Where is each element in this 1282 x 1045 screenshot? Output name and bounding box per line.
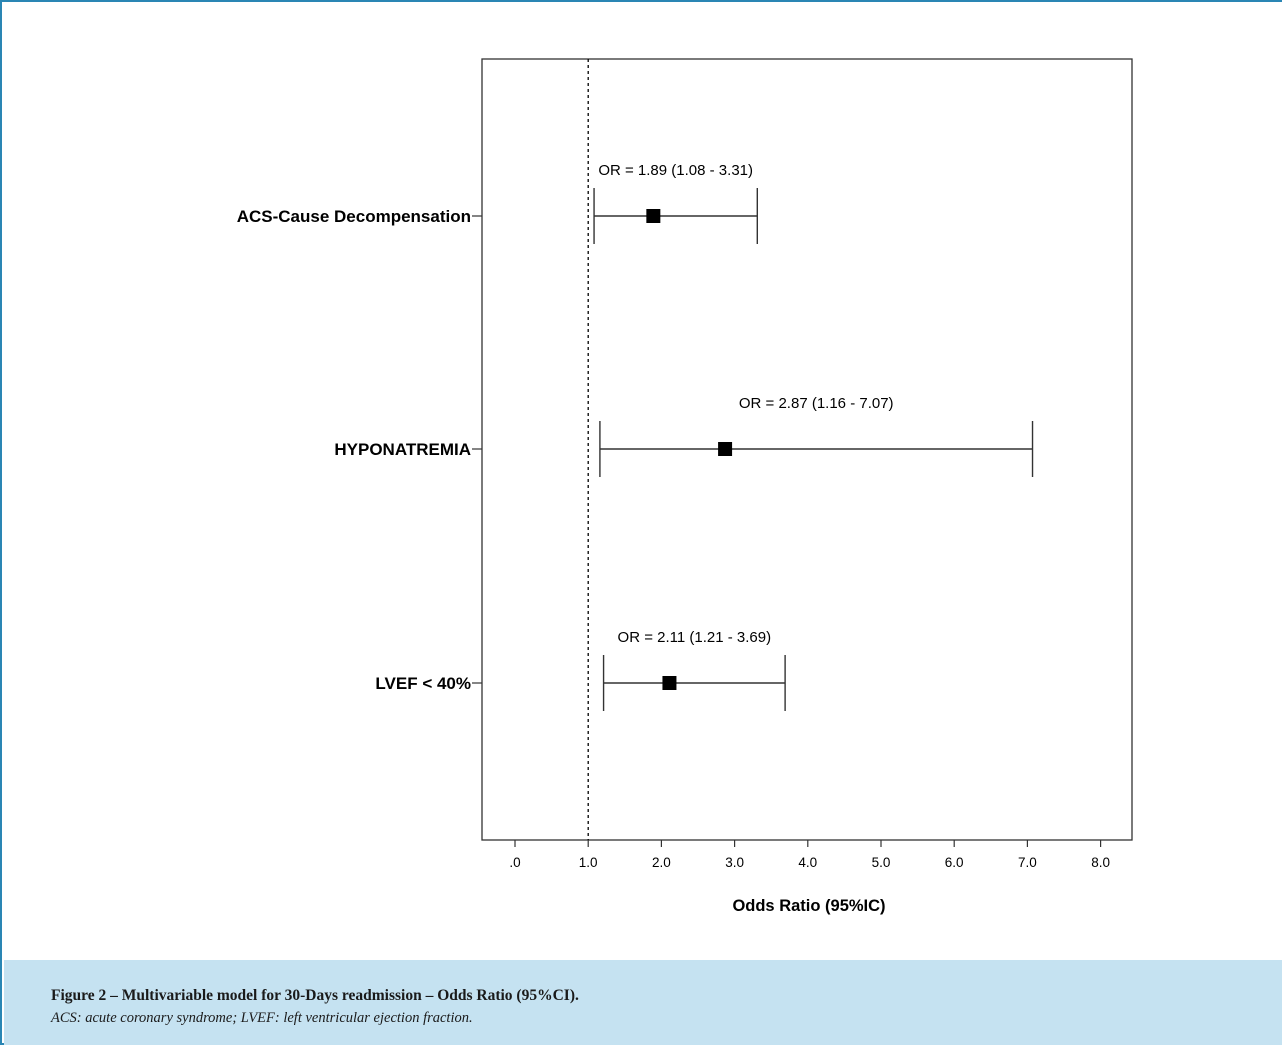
figure-caption: Figure 2 – Multivariable model for 30-Da… — [4, 960, 1282, 1045]
odds-ratio-marker — [718, 442, 733, 456]
x-axis-title: Odds Ratio (95%IC) — [732, 897, 885, 915]
caption-title: Figure 2 – Multivariable model for 30-Da… — [51, 987, 579, 1004]
x-tick-label: 6.0 — [945, 855, 964, 870]
x-tick-label: 4.0 — [798, 855, 817, 870]
x-tick-label: 3.0 — [725, 855, 744, 870]
odds-ratio-marker — [662, 676, 677, 690]
x-tick-label: .0 — [509, 855, 520, 870]
category-label: HYPONATREMIA — [334, 440, 471, 459]
odds-ratio-annotation: OR = 2.87 (1.16 - 7.07) — [739, 395, 894, 412]
category-label: LVEF < 40% — [375, 674, 471, 693]
x-tick-label: 5.0 — [872, 855, 891, 870]
caption-note: ACS: acute coronary syndrome; LVEF: left… — [51, 1010, 473, 1026]
x-tick-label: 1.0 — [579, 855, 598, 870]
forest-plot: .0 1.0 2.0 3.0 4.0 5.0 6.0 7.0 8.0 Odds Ratio (95… — [237, 58, 1133, 915]
odds-ratio-marker — [646, 209, 661, 223]
x-tick-label: 7.0 — [1018, 855, 1037, 870]
x-tick-label: 8.0 — [1091, 855, 1110, 870]
x-tick-label: 2.0 — [652, 855, 671, 870]
odds-ratio-annotation: OR = 2.11 (1.21 - 3.69) — [618, 629, 772, 646]
category-label: ACS-Cause Decompensation — [237, 207, 471, 226]
odds-ratio-annotation: OR = 1.89 (1.08 - 3.31) — [598, 162, 753, 179]
